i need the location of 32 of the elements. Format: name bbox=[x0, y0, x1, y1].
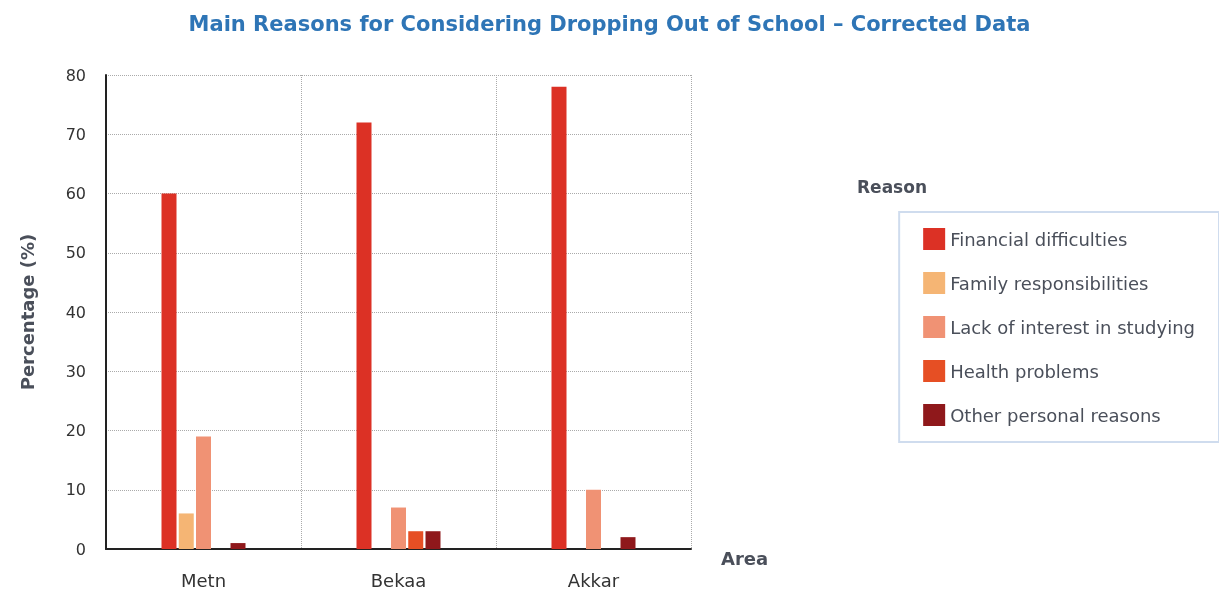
chart-title: Main Reasons for Considering Dropping Out of School – Corrected Data bbox=[188, 11, 1031, 36]
bar bbox=[551, 86, 567, 549]
legend-label: Financial difficulties bbox=[950, 228, 1128, 250]
y-tick-label: 70 bbox=[65, 124, 86, 144]
legend-label: Family responsibilities bbox=[950, 272, 1149, 294]
y-tick-label: 80 bbox=[65, 65, 86, 85]
legend-label: Other personal reasons bbox=[950, 404, 1161, 426]
x-axis-title: Area bbox=[721, 547, 769, 569]
bar bbox=[356, 122, 372, 549]
y-tick-label: 20 bbox=[65, 421, 86, 440]
y-tick-label: 40 bbox=[65, 302, 86, 322]
legend-label: Health problems bbox=[950, 360, 1099, 382]
bar bbox=[620, 537, 636, 549]
bar bbox=[425, 531, 441, 549]
bar bbox=[408, 531, 424, 549]
y-tick-label: 30 bbox=[65, 361, 86, 381]
bar bbox=[230, 543, 246, 549]
legend-title: Reason bbox=[857, 176, 928, 197]
bar bbox=[161, 193, 177, 549]
legend-label: Lack of interest in studying bbox=[950, 316, 1196, 338]
y-tick-label: 0 bbox=[75, 539, 86, 559]
y-tick-label: 50 bbox=[65, 243, 86, 263]
bar bbox=[586, 489, 601, 549]
bar bbox=[196, 436, 211, 549]
y-tick-label: 10 bbox=[65, 480, 86, 500]
bar bbox=[391, 507, 406, 549]
x-tick-label: Bekaa bbox=[370, 569, 427, 591]
bar bbox=[178, 513, 194, 549]
x-tick-label: Akkar bbox=[567, 569, 620, 591]
y-axis-title: Percentage (%) bbox=[16, 233, 38, 391]
x-tick-label: Metn bbox=[180, 569, 227, 591]
y-tick-label: 60 bbox=[65, 184, 86, 203]
